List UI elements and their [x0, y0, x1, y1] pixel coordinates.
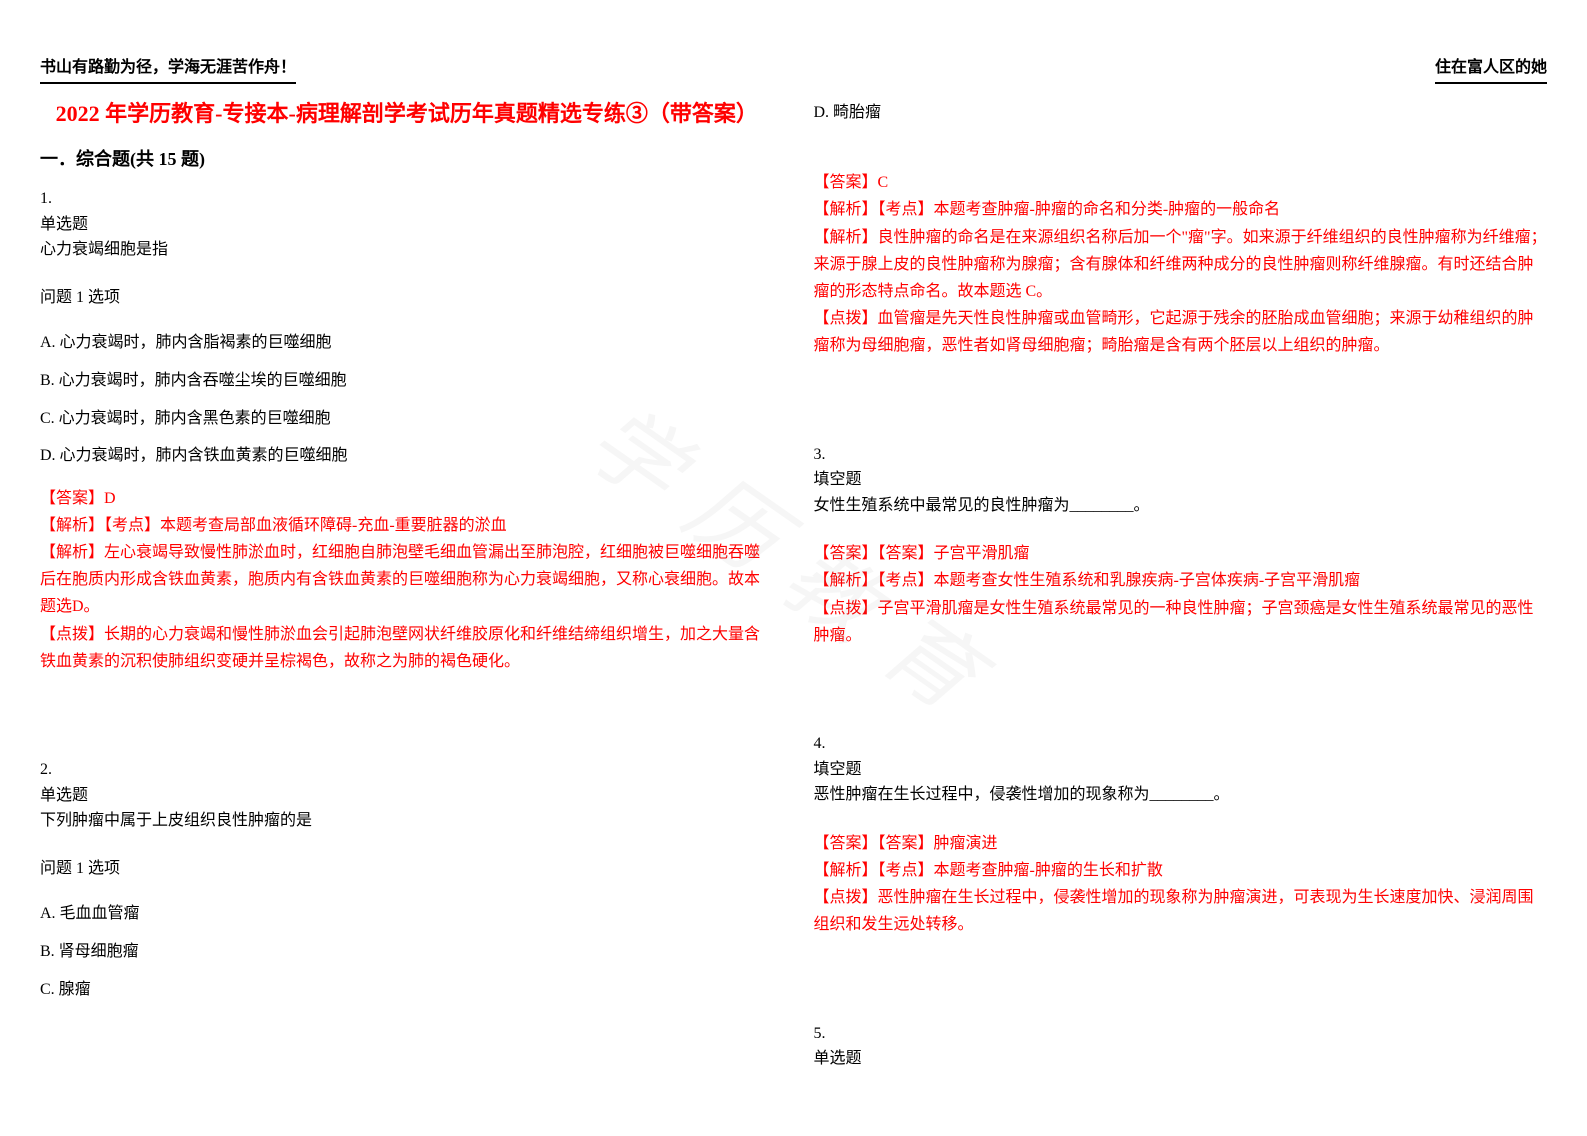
option-b: B. 肾母细胞瘤 [40, 939, 774, 965]
question-number: 1. [40, 186, 774, 212]
question-number: 3. [814, 442, 1548, 468]
answer-key: 【答案】【答案】子宫平滑肌瘤 [814, 540, 1548, 567]
option-d: D. 畸胎瘤 [814, 100, 1548, 126]
option-d: D. 心力衰竭时，肺内含铁血黄素的巨噬细胞 [40, 443, 774, 469]
answer-block-1: 【答案】D 【解析】【考点】本题考查局部血液循环障碍-充血-重要脏器的淤血 【解… [40, 485, 774, 675]
answer-explain: 【解析】良性肿瘤的命名是在来源组织名称后加一个"瘤"字。如来源于纤维组织的良性肿… [814, 224, 1548, 306]
question-number: 2. [40, 757, 774, 783]
header-author: 住在富人区的她 [1435, 55, 1547, 84]
question-stem: 恶性肿瘤在生长过程中，侵袭性增加的现象称为________。 [814, 782, 1548, 808]
answer-key: 【答案】【答案】肿瘤演进 [814, 830, 1548, 857]
answer-tip: 【点拨】长期的心力衰竭和慢性肺淤血会引起肺泡壁网状纤维胶原化和纤维结缔组织增生，… [40, 621, 774, 675]
question-subheading: 问题 1 选项 [40, 285, 774, 311]
question-stem: 女性生殖系统中最常见的良性肿瘤为________。 [814, 493, 1548, 519]
section-heading: 一．综合题(共 15 题) [40, 145, 774, 174]
answer-block-3: 【答案】【答案】子宫平滑肌瘤 【解析】【考点】本题考查女性生殖系统和乳腺疾病-子… [814, 540, 1548, 649]
option-b: B. 心力衰竭时，肺内含吞噬尘埃的巨噬细胞 [40, 368, 774, 394]
question-type: 填空题 [814, 757, 1548, 783]
answer-block-2: 【答案】C 【解析】【考点】本题考查肿瘤-肿瘤的命名和分类-肿瘤的一般命名 【解… [814, 169, 1548, 359]
question-stem: 心力衰竭细胞是指 [40, 237, 774, 263]
answer-topic: 【解析】【考点】本题考查肿瘤-肿瘤的命名和分类-肿瘤的一般命名 [814, 196, 1548, 223]
document-title: 2022 年学历教育-专接本-病理解剖学考试历年真题精选专练③（带答案） [40, 94, 774, 134]
answer-explain: 【解析】左心衰竭导致慢性肺淤血时，红细胞自肺泡壁毛细血管漏出至肺泡腔，红细胞被巨… [40, 539, 774, 621]
question-type: 填空题 [814, 467, 1548, 493]
answer-topic: 【解析】【考点】本题考查肿瘤-肿瘤的生长和扩散 [814, 857, 1548, 884]
question-stem: 下列肿瘤中属于上皮组织良性肿瘤的是 [40, 808, 774, 834]
answer-tip: 【点拨】子宫平滑肌瘤是女性生殖系统最常见的一种良性肿瘤；子宫颈癌是女性生殖系统最… [814, 595, 1548, 649]
header-motto: 书山有路勤为径，学海无涯苦作舟！ [40, 55, 296, 84]
question-4: 4. 填空题 恶性肿瘤在生长过程中，侵袭性增加的现象称为________。 【答… [814, 731, 1548, 939]
answer-tip: 【点拨】血管瘤是先天性良性肿瘤或血管畸形，它起源于残余的胚胎成血管细胞；来源于幼… [814, 305, 1548, 359]
question-type: 单选题 [40, 783, 774, 809]
question-type: 单选题 [814, 1046, 1548, 1072]
answer-topic: 【解析】【考点】本题考查局部血液循环障碍-充血-重要脏器的淤血 [40, 512, 774, 539]
question-number: 4. [814, 731, 1548, 757]
question-type: 单选题 [40, 212, 774, 238]
left-column: 2022 年学历教育-专接本-病理解剖学考试历年真题精选专练③（带答案） 一．综… [40, 94, 774, 1096]
question-3: 3. 填空题 女性生殖系统中最常见的良性肿瘤为________。 【答案】【答案… [814, 442, 1548, 650]
answer-key: 【答案】D [40, 485, 774, 512]
question-1: 1. 单选题 心力衰竭细胞是指 问题 1 选项 A. 心力衰竭时，肺内含脂褐素的… [40, 186, 774, 675]
right-column: D. 畸胎瘤 【答案】C 【解析】【考点】本题考查肿瘤-肿瘤的命名和分类-肿瘤的… [814, 94, 1548, 1096]
answer-key: 【答案】C [814, 169, 1548, 196]
option-c: C. 心力衰竭时，肺内含黑色素的巨噬细胞 [40, 406, 774, 432]
question-subheading: 问题 1 选项 [40, 856, 774, 882]
answer-topic: 【解析】【考点】本题考查女性生殖系统和乳腺疾病-子宫体疾病-子宫平滑肌瘤 [814, 567, 1548, 594]
question-5: 5. 单选题 [814, 1021, 1548, 1072]
answer-block-4: 【答案】【答案】肿瘤演进 【解析】【考点】本题考查肿瘤-肿瘤的生长和扩散 【点拨… [814, 830, 1548, 939]
question-2: 2. 单选题 下列肿瘤中属于上皮组织良性肿瘤的是 问题 1 选项 A. 毛血血管… [40, 757, 774, 1002]
option-a: A. 心力衰竭时，肺内含脂褐素的巨噬细胞 [40, 330, 774, 356]
option-c: C. 腺瘤 [40, 977, 774, 1003]
page-header: 书山有路勤为径，学海无涯苦作舟！ 住在富人区的她 [40, 55, 1547, 84]
content-columns: 2022 年学历教育-专接本-病理解剖学考试历年真题精选专练③（带答案） 一．综… [40, 94, 1547, 1096]
question-number: 5. [814, 1021, 1548, 1047]
answer-tip: 【点拨】恶性肿瘤在生长过程中，侵袭性增加的现象称为肿瘤演进，可表现为生长速度加快… [814, 884, 1548, 938]
option-a: A. 毛血血管瘤 [40, 901, 774, 927]
